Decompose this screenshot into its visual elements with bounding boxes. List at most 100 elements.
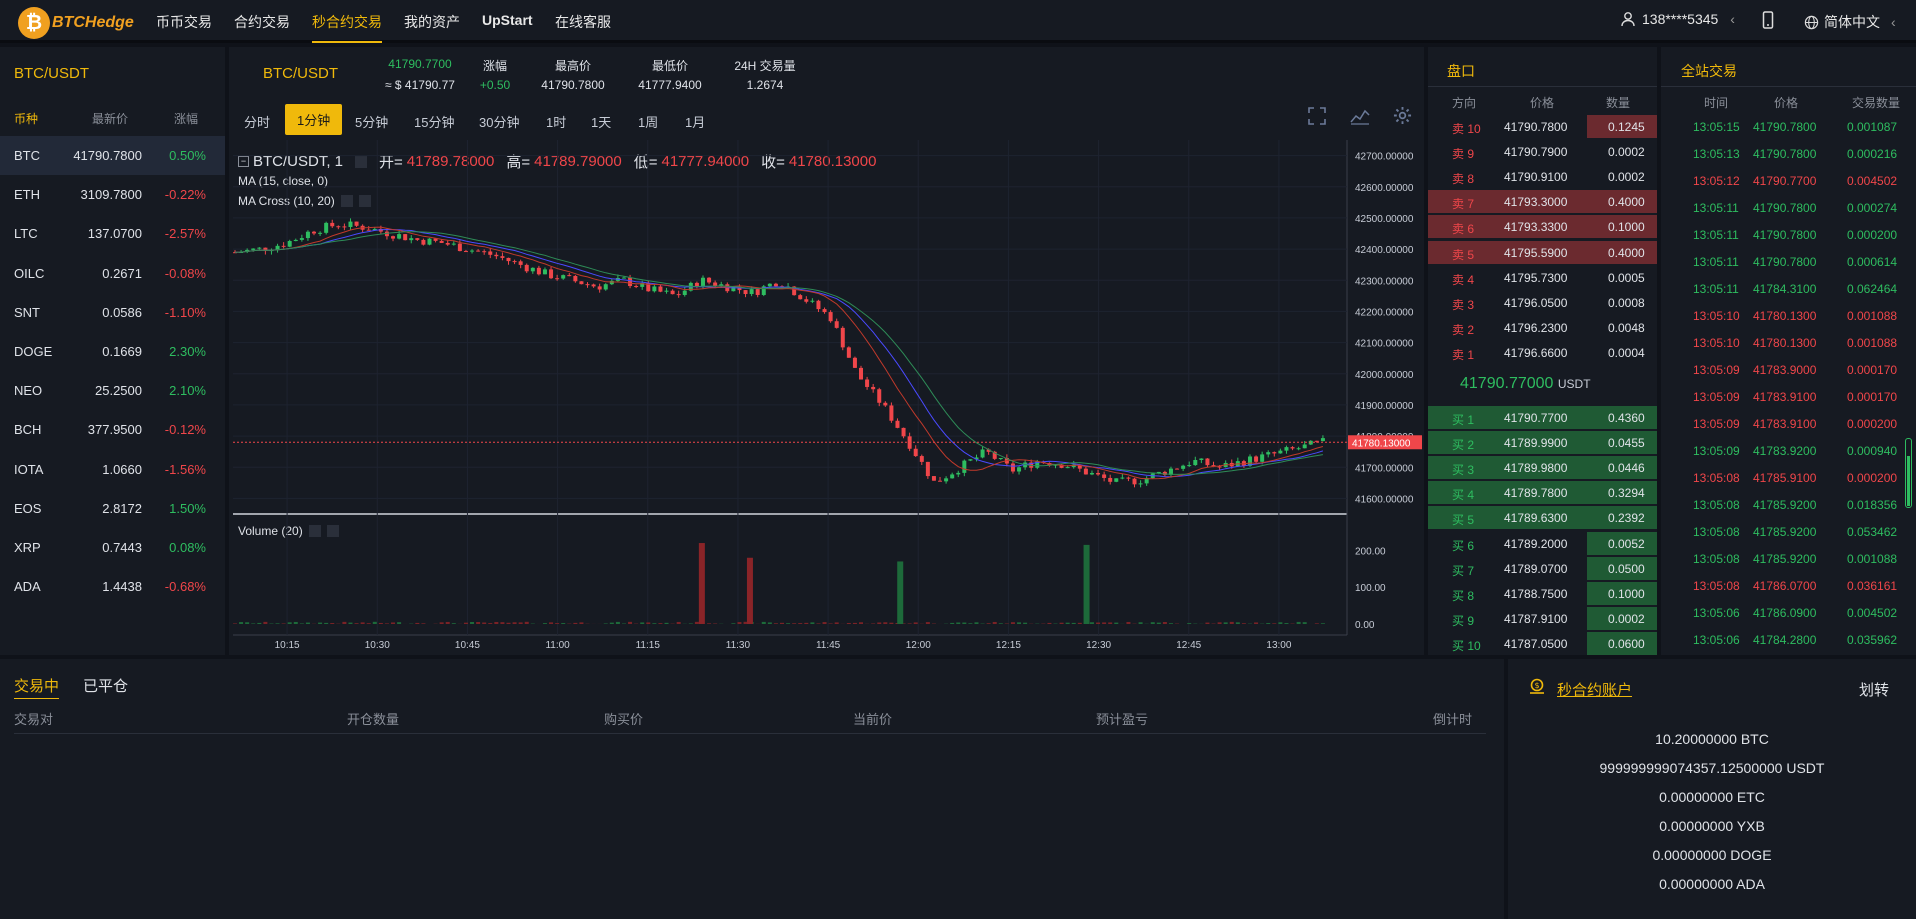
mobile-icon[interactable]	[1762, 11, 1774, 32]
bid-row[interactable]: 买 4 41789.7800 0.3294	[1428, 480, 1657, 505]
candle-body	[1126, 477, 1131, 479]
ma-line-20	[234, 231, 1323, 475]
nav-spot-trading[interactable]: 币币交易	[156, 14, 212, 30]
volume-bar	[476, 622, 481, 624]
user-menu[interactable]: 138****5345 ‹	[1620, 11, 1735, 27]
ob-price: 41795.5900	[1504, 245, 1568, 260]
trade-qty: 0.000170	[1847, 363, 1898, 377]
market-row-oilc[interactable]: OILC 0.2671 -0.08%	[0, 254, 225, 293]
timeframe-6[interactable]: 1天	[591, 115, 612, 130]
timeframe-3[interactable]: 15分钟	[414, 115, 455, 130]
nav-my-assets[interactable]: 我的资产	[404, 14, 460, 30]
market-row-ada[interactable]: ADA 1.4438 -0.68%	[0, 567, 225, 606]
nav-contract-trading[interactable]: 合约交易	[234, 14, 290, 30]
ob-price: 41796.6600	[1504, 345, 1568, 360]
eye-icon[interactable]	[340, 195, 353, 207]
tab-closed[interactable]: 已平仓	[83, 678, 129, 695]
market-row-eth[interactable]: ETH 3109.7800 -0.22%	[0, 175, 225, 214]
timeframe-5[interactable]: 1时	[546, 115, 567, 130]
bid-row[interactable]: 买 6 41789.2000 0.0052	[1428, 531, 1657, 556]
time-tick-label: 12:00	[906, 640, 931, 651]
time-tick-label: 12:30	[1086, 640, 1111, 651]
ask-row[interactable]: 卖 10 41790.7800 0.1245	[1428, 114, 1657, 139]
candle-body	[840, 327, 845, 348]
bid-row[interactable]: 买 3 41789.9800 0.0446	[1428, 455, 1657, 480]
timeframe-4[interactable]: 30分钟	[479, 115, 520, 130]
timeframe-8[interactable]: 1月	[685, 115, 706, 130]
ask-row[interactable]: 卖 2 41796.2300 0.0048	[1428, 315, 1657, 340]
candlestick-chart[interactable]: 42700.00000 42600.00000 42500.00000 42400.0…	[229, 140, 1424, 655]
bid-row[interactable]: 买 1 41790.7700 0.4360	[1428, 405, 1657, 430]
bid-row[interactable]: 买 5 41789.6300 0.2392	[1428, 505, 1657, 530]
ticker-change-label: 涨幅	[482, 59, 507, 73]
candle-body	[561, 275, 566, 279]
timeframe-1[interactable]: 1分钟	[285, 104, 343, 135]
market-row-xrp[interactable]: XRP 0.7443 0.08%	[0, 528, 225, 567]
chevron-left-icon[interactable]: ‹	[1730, 11, 1735, 27]
market-row-neo[interactable]: NEO 25.2500 2.10%	[0, 371, 225, 410]
volume-bar	[1272, 623, 1277, 624]
settings-gear-icon[interactable]	[1393, 106, 1412, 128]
candle-body	[275, 245, 280, 251]
timeframe-7[interactable]: 1周	[638, 115, 659, 130]
market-row-eos[interactable]: EOS 2.8172 1.50%	[0, 489, 225, 528]
account-title[interactable]: 秒合约账户	[1557, 682, 1633, 699]
bid-row[interactable]: 买 2 41789.9900 0.0455	[1428, 430, 1657, 455]
ask-row[interactable]: 卖 3 41796.0500 0.0008	[1428, 290, 1657, 315]
ask-row[interactable]: 卖 7 41793.3000 0.4000	[1428, 189, 1657, 214]
market-row-doge[interactable]: DOGE 0.1669 2.30%	[0, 332, 225, 371]
market-price: 377.9500	[87, 422, 142, 438]
timeframe-0[interactable]: 分时	[244, 115, 271, 130]
timeframe-2[interactable]: 5分钟	[355, 115, 389, 130]
candle-body	[494, 254, 499, 257]
market-row-ltc[interactable]: LTC 137.0700 -2.57%	[0, 214, 225, 253]
candle-body	[968, 459, 973, 461]
market-header-price: 最新价	[92, 112, 129, 126]
ask-row[interactable]: 卖 5 41795.5900 0.4000	[1428, 240, 1657, 265]
collapse-icon[interactable]: −	[238, 156, 249, 167]
divider	[14, 733, 1486, 734]
ob-qty: 0.0455	[1608, 436, 1645, 451]
language-label: 简体中文	[1824, 14, 1880, 30]
close-icon[interactable]	[358, 195, 371, 207]
candle-body	[421, 239, 426, 245]
nav-online-support[interactable]: 在线客服	[555, 14, 611, 30]
eye-icon[interactable]	[308, 525, 321, 537]
ob-side: 买 9	[1452, 613, 1475, 628]
candle-body	[743, 290, 748, 295]
ask-row[interactable]: 卖 8 41790.9100 0.0002	[1428, 164, 1657, 189]
market-row-iota[interactable]: IOTA 1.0660 -1.56%	[0, 450, 225, 489]
nav-second-contract[interactable]: 秒合约交易	[312, 14, 382, 30]
market-row-snt[interactable]: SNT 0.0586 -1.10%	[0, 293, 225, 332]
ask-row[interactable]: 卖 1 41796.6600 0.0004	[1428, 340, 1657, 365]
bid-row[interactable]: 买 9 41787.9100 0.0002	[1428, 606, 1657, 631]
fullscreen-icon[interactable]	[1308, 107, 1326, 128]
close-icon[interactable]	[326, 525, 339, 537]
market-row-btc[interactable]: BTC 41790.7800 0.50%	[0, 136, 225, 175]
bid-row[interactable]: 买 7 41789.0700 0.0500	[1428, 556, 1657, 581]
ask-row[interactable]: 卖 4 41795.7300 0.0005	[1428, 265, 1657, 290]
scrollbar-thumb[interactable]	[1907, 456, 1910, 506]
nav-upstart[interactable]: UpStart	[482, 12, 533, 28]
ask-row[interactable]: 卖 9 41790.7900 0.0002	[1428, 139, 1657, 164]
market-price: 137.0700	[87, 226, 142, 242]
tab-trading[interactable]: 交易中	[14, 675, 60, 699]
transfer-button[interactable]: 划转	[1859, 682, 1890, 699]
eye-icon[interactable]	[355, 155, 368, 168]
market-symbol: SNT	[14, 304, 40, 320]
bid-row[interactable]: 买 8 41788.7500 0.1000	[1428, 581, 1657, 606]
logo[interactable]: ₿ BTCHedge	[18, 7, 134, 39]
time-tick-label: 12:45	[1176, 640, 1201, 651]
language-selector[interactable]: 简体中文 ‹	[1804, 12, 1896, 32]
ob-price: 41790.7900	[1504, 145, 1568, 160]
scrollbar[interactable]	[1905, 438, 1912, 508]
indicator-icon[interactable]	[1350, 107, 1370, 128]
market-row-bch[interactable]: BCH 377.9500 -0.12%	[0, 410, 225, 449]
trade-qty: 0.000216	[1847, 147, 1898, 161]
bid-row[interactable]: 买 10 41787.0500 0.0600	[1428, 631, 1657, 656]
price-tick-label: 42100.00000	[1355, 339, 1414, 350]
time-tick-label: 12:15	[996, 640, 1021, 651]
trade-price: 41790.7800	[1753, 201, 1817, 215]
candle-body	[542, 269, 547, 275]
ask-row[interactable]: 卖 6 41793.3300 0.1000	[1428, 214, 1657, 239]
